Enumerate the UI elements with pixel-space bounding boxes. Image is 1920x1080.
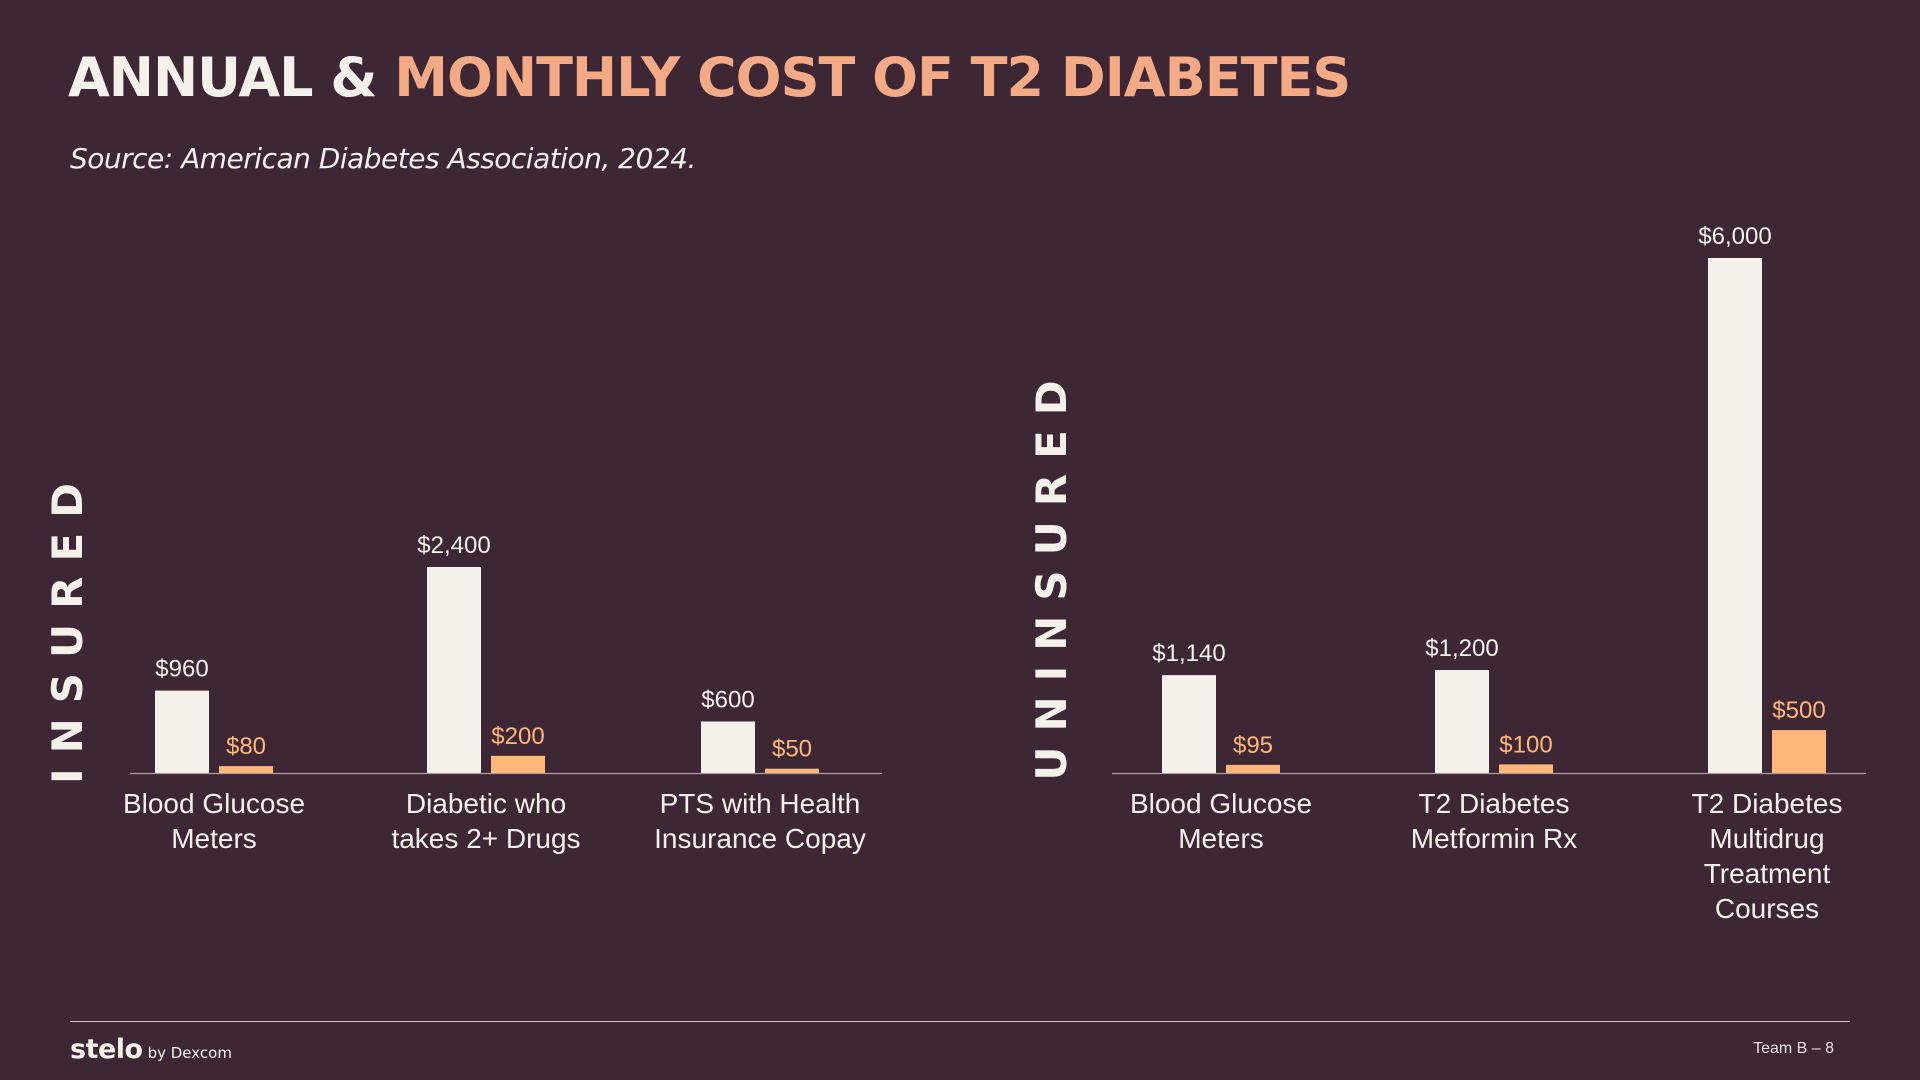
insured-annual-value-1: $960	[155, 656, 208, 683]
brand-by: by Dexcom	[147, 1044, 232, 1062]
uninsured-category-label-3-1: T2 Diabetes	[1692, 788, 1843, 819]
insured-category-label-2-1: Diabetic who	[406, 788, 566, 819]
uninsured-category-label-3-3: Treatment	[1704, 858, 1831, 889]
insured-category-label-3-1: PTS with Health	[660, 788, 861, 819]
footer-divider	[70, 1021, 1850, 1022]
uninsured-category-label-2-2: Metformin Rx	[1411, 823, 1577, 854]
source-subtitle: Source: American Diabetes Association, 2…	[70, 142, 696, 175]
cost-bar-charts: INSURED $960 $80 Blood Glucose Meters $2,400 $…	[43, 223, 1866, 924]
insured-annual-value-2: $2,400	[417, 532, 490, 559]
uninsured-annual-value-3: $6,000	[1698, 223, 1771, 250]
title-annual: ANNUAL &	[68, 46, 395, 109]
uninsured-annual-value-1: $1,140	[1152, 640, 1225, 667]
insured-monthly-bar-1	[219, 766, 273, 773]
uninsured-category-label-1-2: Meters	[1178, 823, 1264, 854]
brand-name: stelo	[70, 1034, 143, 1065]
title-monthly-cost: MONTHLY COST OF T2 DIABETES	[394, 46, 1351, 109]
uninsured-category-label-3-2: Multidrug	[1709, 823, 1824, 854]
insured-group-label: INSURED	[43, 468, 92, 784]
uninsured-monthly-bar-2	[1499, 764, 1553, 773]
uninsured-category-label-3-4: Courses	[1715, 893, 1819, 924]
insured-monthly-value-3: $50	[772, 736, 812, 763]
uninsured-monthly-value-2: $100	[1499, 731, 1552, 758]
insured-annual-bar-2	[427, 567, 481, 773]
insured-monthly-value-2: $200	[491, 723, 544, 750]
insured-category-label-2-2: takes 2+ Drugs	[391, 823, 580, 854]
uninsured-category-label-2-1: T2 Diabetes	[1419, 788, 1570, 819]
insured-category-label-1-2: Meters	[171, 823, 257, 854]
uninsured-monthly-bar-1	[1226, 764, 1280, 773]
uninsured-group-label: UNINSURED	[1027, 365, 1076, 780]
brand-logo: stelo by Dexcom	[70, 1034, 232, 1065]
uninsured-annual-bar-3	[1708, 258, 1762, 773]
uninsured-annual-bar-1	[1162, 675, 1216, 773]
insured-category-label-3-2: Insurance Copay	[654, 823, 866, 854]
insured-annual-bar-1	[155, 690, 209, 773]
uninsured-category-label-1-1: Blood Glucose	[1130, 788, 1312, 819]
page-number: Team B – 8	[1753, 1040, 1834, 1057]
page-title: ANNUAL & MONTHLY COST OF T2 DIABETES	[68, 46, 1351, 109]
uninsured-monthly-value-1: $95	[1233, 732, 1273, 759]
uninsured-annual-bar-2	[1435, 670, 1489, 773]
insured-annual-bar-3	[701, 721, 755, 773]
uninsured-monthly-value-3: $500	[1772, 697, 1825, 724]
insured-monthly-value-1: $80	[226, 733, 266, 760]
insured-annual-value-3: $600	[701, 687, 754, 714]
insured-monthly-bar-2	[491, 755, 545, 773]
uninsured-monthly-bar-3	[1772, 730, 1826, 773]
uninsured-annual-value-2: $1,200	[1425, 635, 1498, 662]
insured-monthly-bar-3	[765, 768, 819, 773]
insured-category-label-1-1: Blood Glucose	[123, 788, 305, 819]
